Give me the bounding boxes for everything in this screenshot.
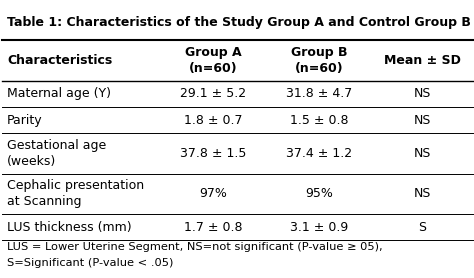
Text: Group B
(n=60): Group B (n=60) — [291, 46, 347, 75]
Text: 37.4 ± 1.2: 37.4 ± 1.2 — [286, 147, 352, 160]
Text: Maternal age (Y): Maternal age (Y) — [7, 87, 111, 100]
Text: Cephalic presentation
at Scanning: Cephalic presentation at Scanning — [7, 179, 144, 208]
Text: Parity: Parity — [7, 114, 43, 127]
Text: 1.8 ± 0.7: 1.8 ± 0.7 — [184, 114, 242, 127]
Text: NS: NS — [414, 147, 431, 160]
Text: 31.8 ± 4.7: 31.8 ± 4.7 — [286, 87, 352, 100]
Text: 37.8 ± 1.5: 37.8 ± 1.5 — [180, 147, 246, 160]
Text: LUS thickness (mm): LUS thickness (mm) — [7, 221, 132, 234]
Text: Table 1: Characteristics of the Study Group A and Control Group B: Table 1: Characteristics of the Study Gr… — [7, 16, 471, 29]
Text: Mean ± SD: Mean ± SD — [384, 54, 461, 67]
Text: S: S — [419, 221, 427, 234]
Text: 95%: 95% — [305, 187, 333, 200]
Text: NS: NS — [414, 114, 431, 127]
Text: 29.1 ± 5.2: 29.1 ± 5.2 — [180, 87, 246, 100]
Text: Gestational age
(weeks): Gestational age (weeks) — [7, 139, 106, 168]
Text: S=Significant (P-value < .05): S=Significant (P-value < .05) — [7, 258, 173, 268]
Text: NS: NS — [414, 87, 431, 100]
Text: 97%: 97% — [199, 187, 227, 200]
Text: NS: NS — [414, 187, 431, 200]
Text: Characteristics: Characteristics — [7, 54, 112, 67]
Text: 1.5 ± 0.8: 1.5 ± 0.8 — [290, 114, 348, 127]
Text: Group A
(n=60): Group A (n=60) — [185, 46, 241, 75]
Text: 3.1 ± 0.9: 3.1 ± 0.9 — [290, 221, 348, 234]
Text: 1.7 ± 0.8: 1.7 ± 0.8 — [184, 221, 242, 234]
Text: LUS = Lower Uterine Segment, NS=not significant (P-value ≥ 05),: LUS = Lower Uterine Segment, NS=not sign… — [7, 242, 383, 252]
